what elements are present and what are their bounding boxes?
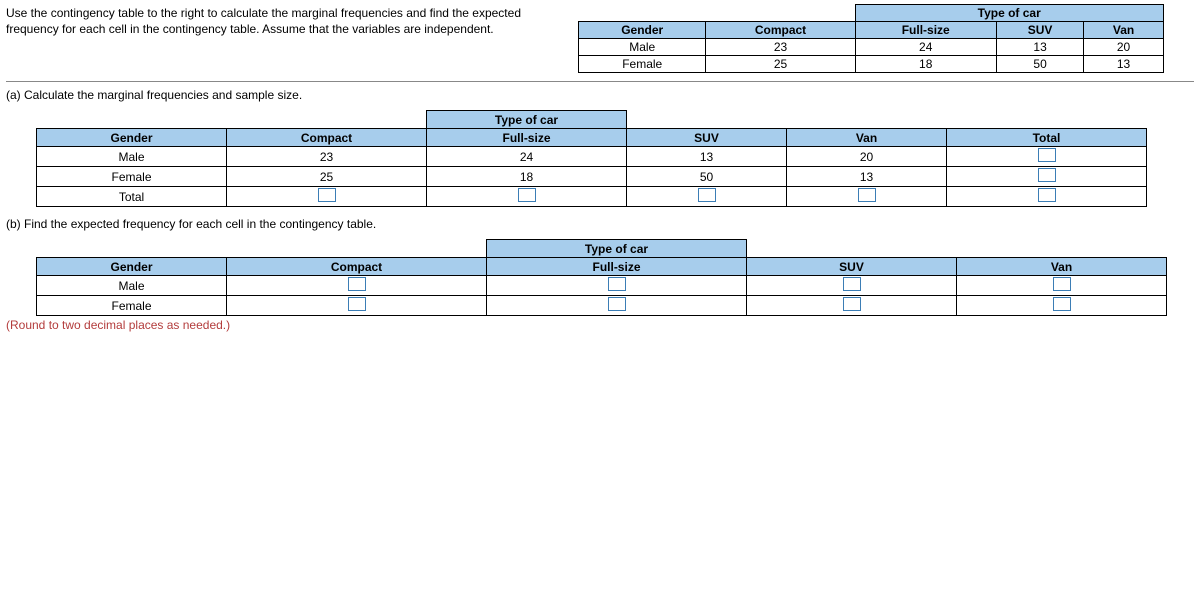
expected-freq-table: Type of car Gender Compact Full-size SUV…: [36, 239, 1167, 316]
b-col-gender: Gender: [37, 258, 227, 276]
b-female-fullsize-input[interactable]: [608, 297, 626, 311]
a-grand-total-input[interactable]: [1038, 188, 1056, 202]
marginal-freq-table: Type of car Gender Compact Full-size SUV…: [36, 110, 1147, 207]
b-row-female: Female: [37, 296, 1167, 316]
b-row-male: Male: [37, 276, 1167, 296]
divider: [6, 81, 1194, 82]
b-col-suv: SUV: [747, 258, 957, 276]
b-male-suv-input[interactable]: [843, 277, 861, 291]
b-col-fullsize: Full-size: [487, 258, 747, 276]
b-male-van-input[interactable]: [1053, 277, 1071, 291]
b-col-compact: Compact: [227, 258, 487, 276]
mini-col-suv: SUV: [996, 22, 1083, 39]
a-col-fullsize: Full-size: [427, 129, 627, 147]
b-female-suv-input[interactable]: [843, 297, 861, 311]
a-female-total-input[interactable]: [1038, 168, 1056, 182]
mini-col-compact: Compact: [706, 22, 855, 39]
mini-row-female: Female 25 18 50 13: [579, 56, 1194, 73]
a-row-female: Female 25 18 50 13: [37, 167, 1147, 187]
mini-col-fullsize: Full-size: [855, 22, 996, 39]
b-female-van-input[interactable]: [1053, 297, 1071, 311]
a-row-male: Male 23 24 13 20: [37, 147, 1147, 167]
a-super-header: Type of car: [427, 111, 627, 129]
a-col-total: Total: [947, 129, 1147, 147]
mini-col-gender: Gender: [579, 22, 706, 39]
a-total-compact-input[interactable]: [318, 188, 336, 202]
prompt-text: Use the contingency table to the right t…: [6, 4, 566, 37]
rounding-note: (Round to two decimal places as needed.): [6, 318, 1194, 332]
a-total-fullsize-input[interactable]: [518, 188, 536, 202]
b-male-fullsize-input[interactable]: [608, 277, 626, 291]
b-col-van: Van: [957, 258, 1167, 276]
a-col-compact: Compact: [227, 129, 427, 147]
a-col-gender: Gender: [37, 129, 227, 147]
b-female-compact-input[interactable]: [348, 297, 366, 311]
problem-header: Use the contingency table to the right t…: [6, 4, 1194, 73]
mini-col-van: Van: [1084, 22, 1164, 39]
a-male-total-input[interactable]: [1038, 148, 1056, 162]
given-contingency-table: Type of car Gender Compact Full-size SUV…: [578, 4, 1194, 73]
a-total-suv-input[interactable]: [698, 188, 716, 202]
a-col-suv: SUV: [627, 129, 787, 147]
part-a-label: (a) Calculate the marginal frequencies a…: [6, 88, 1194, 102]
a-col-van: Van: [787, 129, 947, 147]
part-b-label: (b) Find the expected frequency for each…: [6, 217, 1194, 231]
a-row-total: Total: [37, 187, 1147, 207]
b-male-compact-input[interactable]: [348, 277, 366, 291]
mini-super-header: Type of car: [855, 5, 1163, 22]
mini-row-male: Male 23 24 13 20: [579, 39, 1194, 56]
b-super-header: Type of car: [487, 240, 747, 258]
a-total-van-input[interactable]: [858, 188, 876, 202]
